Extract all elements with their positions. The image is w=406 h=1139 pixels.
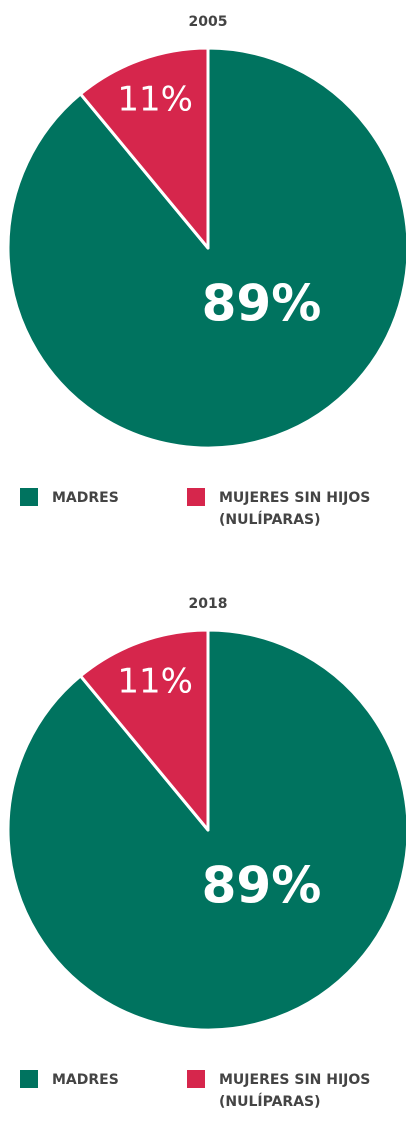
- legend-label: MADRES: [52, 490, 119, 506]
- legend-label: MUJERES SIN HIJOS (NULÍPARAS): [219, 490, 371, 528]
- legend-swatch: [187, 488, 205, 506]
- slice-label: 11%: [117, 662, 193, 702]
- chart-title: 2005: [189, 14, 228, 30]
- legend-item: MADRES: [20, 487, 160, 509]
- pie-slice: [79, 628, 210, 832]
- legend-label: MUJERES SIN HIJOS (NULÍPARAS): [219, 1072, 371, 1110]
- pie-chart: 2018 89% 11%: [6, 596, 406, 1032]
- charts: 2005 89% 11% MADRES MUJERES SIN HIJOS (NULÍP…: [0, 0, 406, 1110]
- legend-item: MUJERES SIN HIJOS (NULÍPARAS): [187, 1069, 387, 1113]
- legend: MADRES MUJERES SIN HIJOS (NULÍPARAS): [0, 487, 406, 547]
- legend-swatch: [187, 1070, 205, 1088]
- legend-swatch: [20, 1070, 38, 1088]
- chart: 2005 89% 11% MADRES MUJERES SIN HIJOS (NULÍP…: [0, 0, 406, 557]
- chart: 2018 89% 11% MADRES MUJERES SIN HIJOS (NULÍP…: [0, 582, 406, 1139]
- legend: MADRES MUJERES SIN HIJOS (NULÍPARAS): [0, 1069, 406, 1129]
- page: {"chart_data": [ {"type": "pie", "title"…: [0, 0, 406, 1110]
- legend-item: MUJERES SIN HIJOS (NULÍPARAS): [187, 487, 387, 531]
- pie-chart: 2005 89% 11%: [6, 14, 406, 450]
- legend-label: MADRES: [52, 1072, 119, 1088]
- chart-title: 2018: [189, 596, 228, 612]
- slice-label: 89%: [202, 857, 322, 915]
- legend-swatch: [20, 488, 38, 506]
- legend-item: MADRES: [20, 1069, 160, 1091]
- slice-label: 89%: [202, 275, 322, 333]
- slice-label: 11%: [117, 80, 193, 120]
- pie-slice: [79, 46, 210, 250]
